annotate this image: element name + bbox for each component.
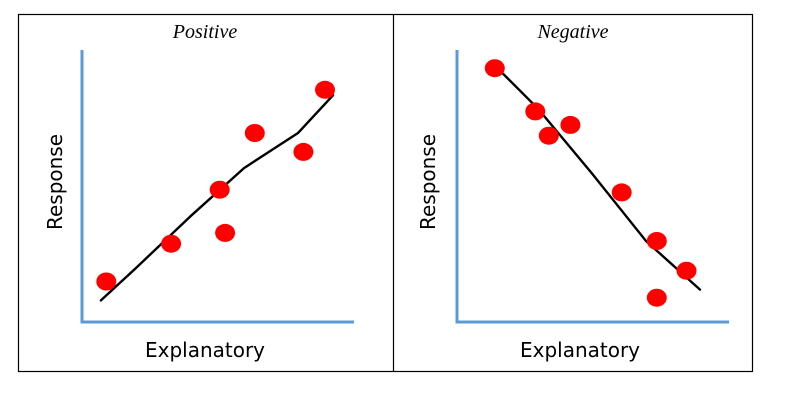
panel-title-negative: Negative bbox=[536, 21, 608, 43]
y-axis-label-negative: Response bbox=[416, 134, 440, 230]
data-point-positive-1 bbox=[96, 272, 117, 291]
figure-outer-frame bbox=[17, 13, 754, 373]
panel-title-positive: Positive bbox=[172, 21, 238, 43]
data-point-negative-8 bbox=[676, 261, 697, 280]
data-point-negative-1 bbox=[484, 59, 505, 78]
plot-area-positive bbox=[80, 50, 354, 324]
data-point-positive-5 bbox=[244, 124, 265, 142]
data-point-positive-7 bbox=[315, 80, 335, 99]
data-point-positive-2 bbox=[161, 234, 182, 253]
trend-line-negative bbox=[493, 64, 702, 291]
data-point-negative-4 bbox=[560, 115, 581, 134]
panel-negative: Negative Explanatory Response bbox=[416, 21, 729, 362]
data-point-positive-4 bbox=[215, 223, 236, 242]
data-point-negative-6 bbox=[646, 232, 667, 250]
data-point-positive-6 bbox=[293, 142, 314, 161]
x-axis-label-negative: Explanatory bbox=[520, 338, 640, 362]
y-axis-label-positive: Response bbox=[43, 134, 67, 230]
data-point-negative-7 bbox=[646, 288, 667, 307]
data-point-negative-3 bbox=[538, 126, 559, 145]
data-point-positive-3 bbox=[209, 180, 230, 199]
data-point-negative-5 bbox=[611, 183, 632, 202]
plot-area-negative bbox=[455, 50, 729, 324]
data-point-negative-2 bbox=[525, 102, 546, 121]
x-axis-label-positive: Explanatory bbox=[145, 338, 265, 362]
panel-positive: Positive Explanatory Response bbox=[43, 21, 354, 362]
